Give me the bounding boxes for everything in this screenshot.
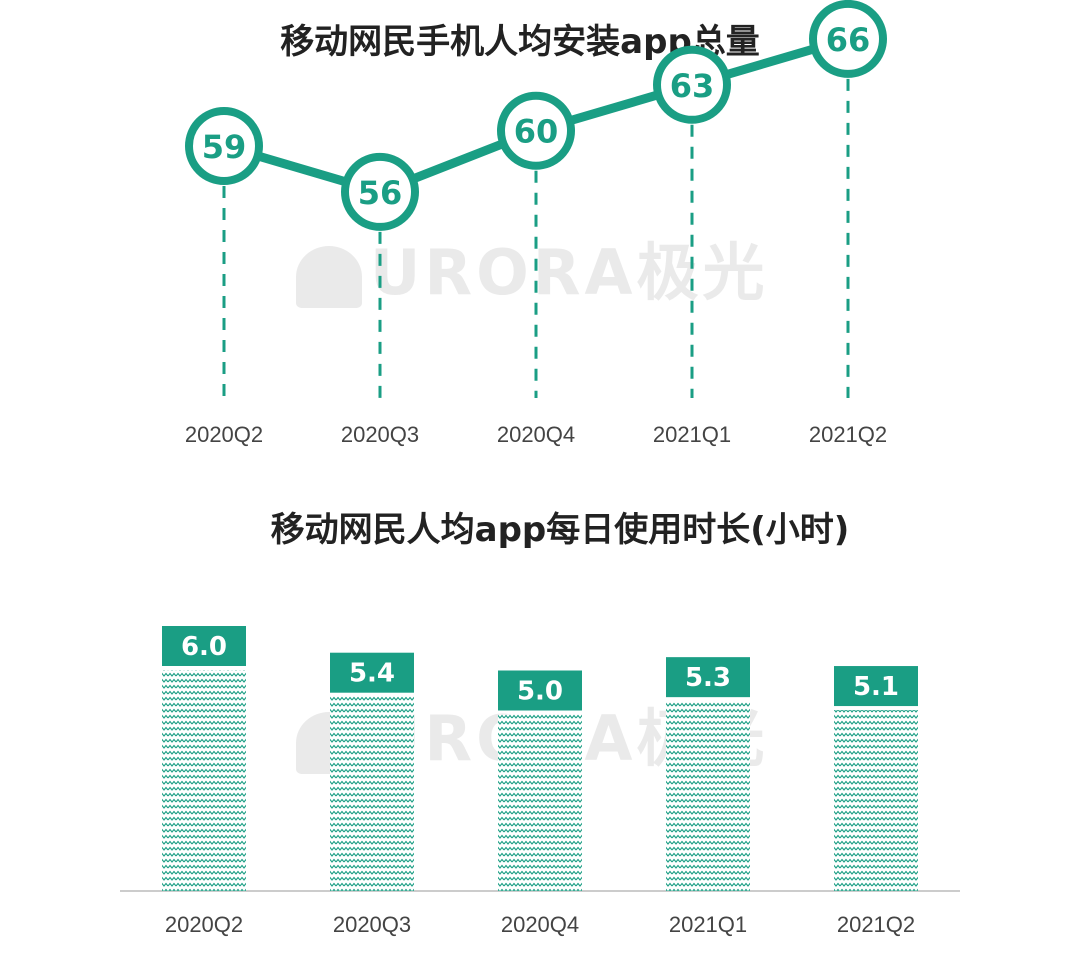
bar-label-cap [330,652,414,693]
x-tick-label: 2021Q1 [653,422,731,447]
data-point-marker [497,91,575,170]
data-point-marker [653,45,731,124]
data-point-marker [185,107,263,185]
x-tick-label: 2020Q2 [185,422,263,447]
data-label: 5.3 [685,663,731,693]
data-label: 56 [358,174,403,212]
bar [834,710,918,891]
x-tick-label: 2020Q3 [341,422,419,447]
data-label: 5.0 [517,677,563,707]
data-label: 63 [670,67,715,105]
x-tick-label: 2020Q3 [333,912,411,937]
data-label: 5.1 [853,672,899,702]
data-point-marker [809,0,887,78]
line-chart-install-count: 59 56 60 63 66 2020Q2 2020Q3 2020Q4 2021Q1 2021Q2 [185,0,887,447]
bar [162,670,246,891]
chart-title-daily-usage: 移动网民人均app每日使用时长(小时) [270,510,850,550]
data-label: 60 [514,113,559,151]
x-tick-label: 2021Q2 [809,422,887,447]
data-label: 5.4 [349,659,395,689]
data-label: 66 [826,21,871,59]
x-tick-label: 2021Q2 [837,912,915,937]
bar-label-cap [498,670,582,711]
bar-label-cap [666,657,750,698]
bar [330,696,414,891]
x-tick-label: 2020Q2 [165,912,243,937]
bar [498,714,582,891]
data-label: 59 [202,128,247,166]
x-tick-label: 2021Q1 [669,912,747,937]
x-tick-label: 2020Q4 [497,422,575,447]
bar-label-cap [834,666,918,707]
x-tick-label: 2020Q4 [501,912,579,937]
data-label: 6.0 [181,632,227,662]
bar [666,701,750,891]
data-point-marker [341,152,419,231]
bar-label-cap [162,626,246,666]
